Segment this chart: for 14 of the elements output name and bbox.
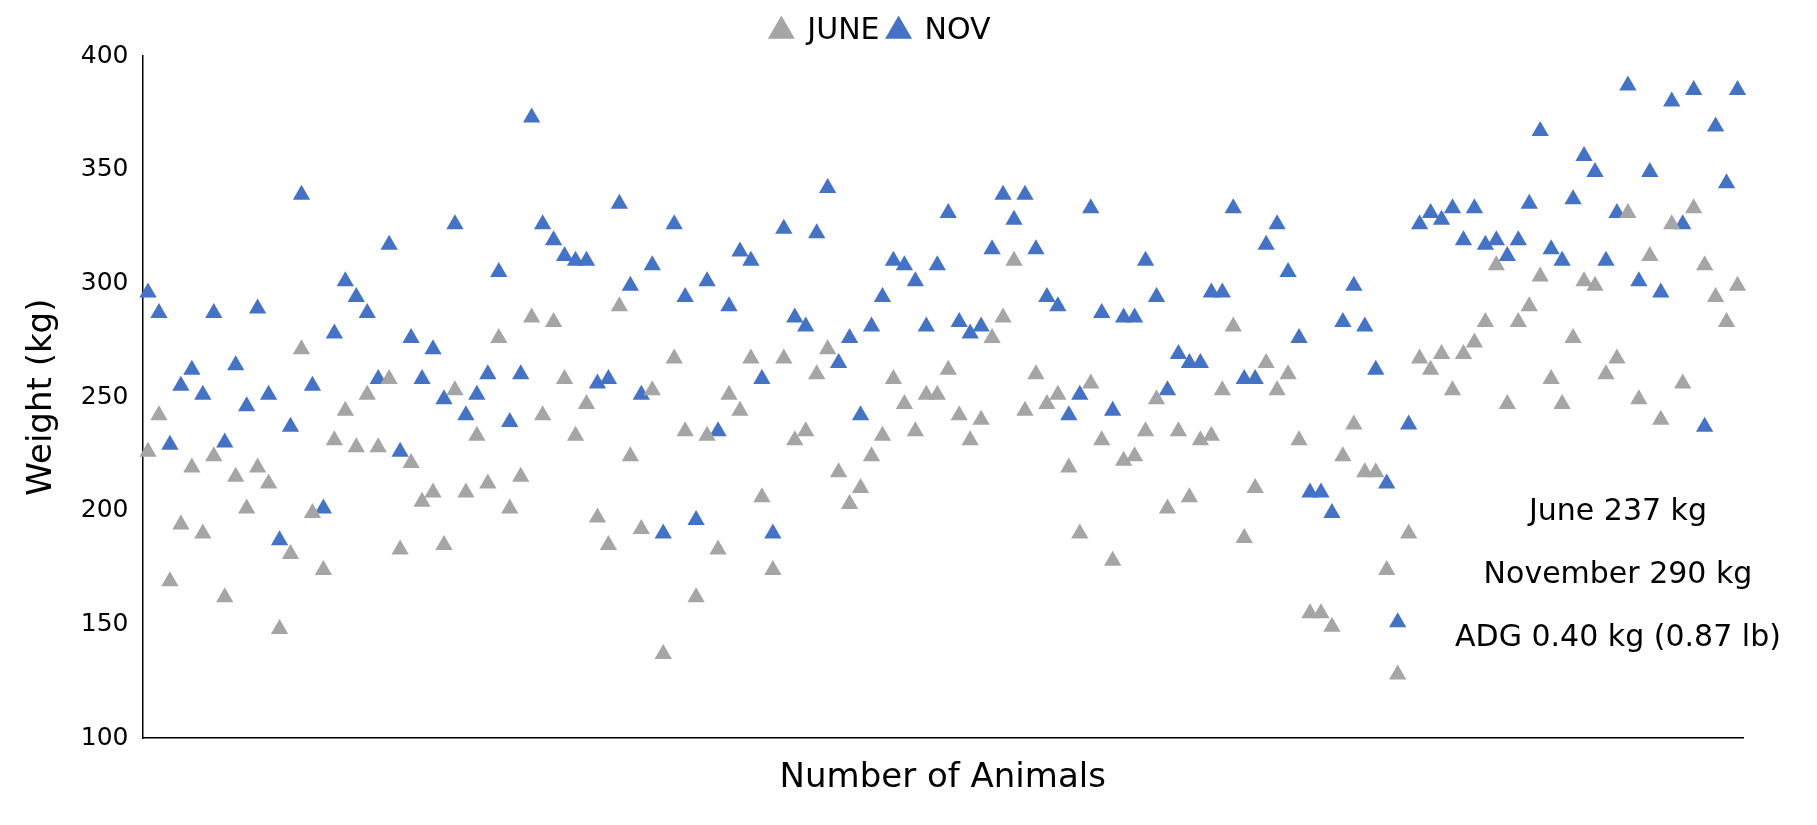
y-tick-label: 300 xyxy=(80,266,129,296)
x-axis-title: Number of Animals xyxy=(779,755,1106,796)
annotation: November 290 kg xyxy=(1483,555,1753,590)
y-tick-label: 150 xyxy=(80,608,129,637)
annotation: June 237 kg xyxy=(1526,492,1708,527)
y-tick-label: 250 xyxy=(80,380,129,410)
y-tick-label: 400 xyxy=(80,39,129,69)
y-axis-title: Weight (kg) xyxy=(19,298,60,496)
y-tick-label: 200 xyxy=(80,494,129,524)
legend-label: NOV xyxy=(924,10,992,46)
legend-label: JUNE xyxy=(805,10,880,46)
y-tick-label: 350 xyxy=(80,153,129,183)
y-tick-label: 100 xyxy=(80,721,129,751)
annotation: ADG 0.40 kg (0.87 lb) xyxy=(1455,618,1781,653)
